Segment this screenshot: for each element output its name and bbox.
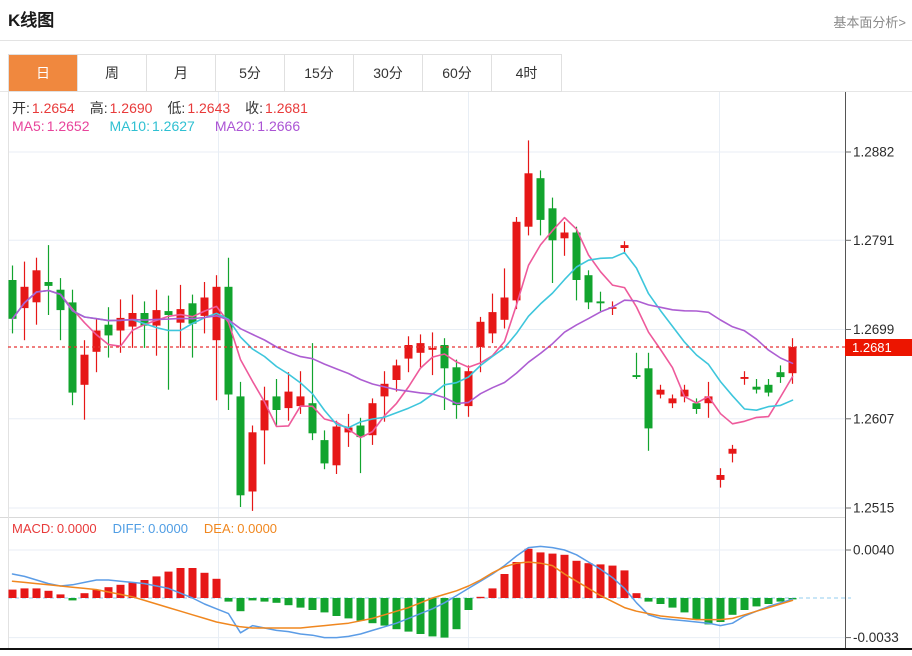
- high-legend: 高: 1.2690: [89, 100, 153, 116]
- svg-text:1.2699: 1.2699: [853, 322, 894, 337]
- page-title: K线图: [8, 11, 55, 30]
- svg-text:1.2607: 1.2607: [853, 411, 894, 426]
- dea-value-legend: DEA: 0.0000: [203, 521, 278, 536]
- open-legend: 开: 1.2654: [12, 100, 75, 116]
- ma20-line: [11, 289, 794, 405]
- period-tab-15分[interactable]: 15分: [285, 55, 354, 91]
- current-price-badge: 1.2681: [845, 339, 912, 356]
- header-divider: [0, 40, 912, 41]
- close-legend: 收: 1.2681: [245, 100, 308, 116]
- period-tab-日[interactable]: 日: [9, 55, 78, 91]
- ma5-line: [11, 216, 794, 439]
- period-tab-周[interactable]: 周: [78, 55, 147, 91]
- diff-line: [11, 545, 794, 639]
- ma20-legend: MA20: 1.2666: [214, 118, 301, 134]
- ma5-legend: MA5: 1.2652: [12, 118, 90, 134]
- period-tab-60分[interactable]: 60分: [423, 55, 492, 91]
- svg-text:1.2515: 1.2515: [853, 501, 894, 516]
- macd-legend: MACD: 0.0000 DIFF: 0.0000 DEA: 0.0000: [12, 521, 277, 536]
- dea-line: [11, 561, 794, 629]
- svg-text:0.0040: 0.0040: [853, 543, 894, 558]
- period-tab-30分[interactable]: 30分: [354, 55, 423, 91]
- period-tab-bar: 日周月 5分 15分 30分 60分 4时: [8, 54, 562, 92]
- svg-text:1.2791: 1.2791: [853, 233, 894, 248]
- period-tab-月[interactable]: 月: [147, 55, 216, 91]
- diff-value-legend: DIFF: 0.0000: [112, 521, 188, 536]
- svg-text:1.2882: 1.2882: [853, 145, 894, 160]
- period-tab-5分[interactable]: 5分: [216, 55, 285, 91]
- fundamental-analysis-link[interactable]: 基本面分析>: [833, 15, 906, 30]
- ma10-line: [11, 251, 794, 429]
- ma-legend: MA5: 1.2652 MA10: 1.2627 MA20: 1.2666: [12, 118, 302, 134]
- ma10-legend: MA10: 1.2627: [109, 118, 195, 134]
- candles-layer: [8, 140, 797, 511]
- grid-layer: [0, 92, 851, 648]
- price-axis: 1.2882 1.2791 1.2699 1.2607 1.2515 0.0040 -0.0…: [0, 92, 912, 650]
- period-tab-4时[interactable]: 4时: [515, 65, 538, 81]
- low-legend: 低: 1.2643: [167, 100, 231, 116]
- macd-histogram-layer: [8, 548, 797, 638]
- macd-value-legend: MACD: 0.0000: [12, 521, 97, 536]
- ohlc-legend: 开: 1.2654 高: 1.2690 低: 1.2643 收: 1.2681: [12, 98, 308, 118]
- svg-text:-0.0033: -0.0033: [853, 630, 899, 645]
